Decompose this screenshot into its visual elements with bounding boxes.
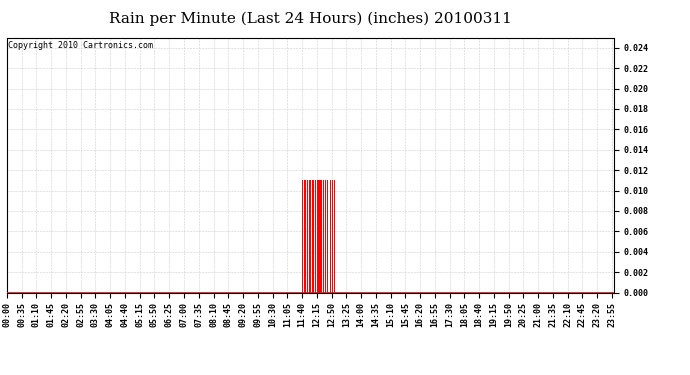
Text: Copyright 2010 Cartronics.com: Copyright 2010 Cartronics.com [8, 41, 153, 50]
Bar [313, 180, 314, 292]
Bar [326, 180, 328, 292]
Bar [309, 180, 311, 292]
Text: Rain per Minute (Last 24 Hours) (inches) 20100311: Rain per Minute (Last 24 Hours) (inches)… [109, 11, 512, 26]
Bar [317, 180, 319, 292]
Bar [325, 180, 326, 292]
Bar [312, 180, 313, 292]
Bar [315, 180, 317, 292]
Bar [307, 180, 308, 292]
Bar [302, 180, 303, 292]
Bar [319, 180, 321, 292]
Bar [323, 180, 324, 292]
Bar [328, 180, 330, 292]
Bar [334, 180, 335, 292]
Bar [332, 180, 333, 292]
